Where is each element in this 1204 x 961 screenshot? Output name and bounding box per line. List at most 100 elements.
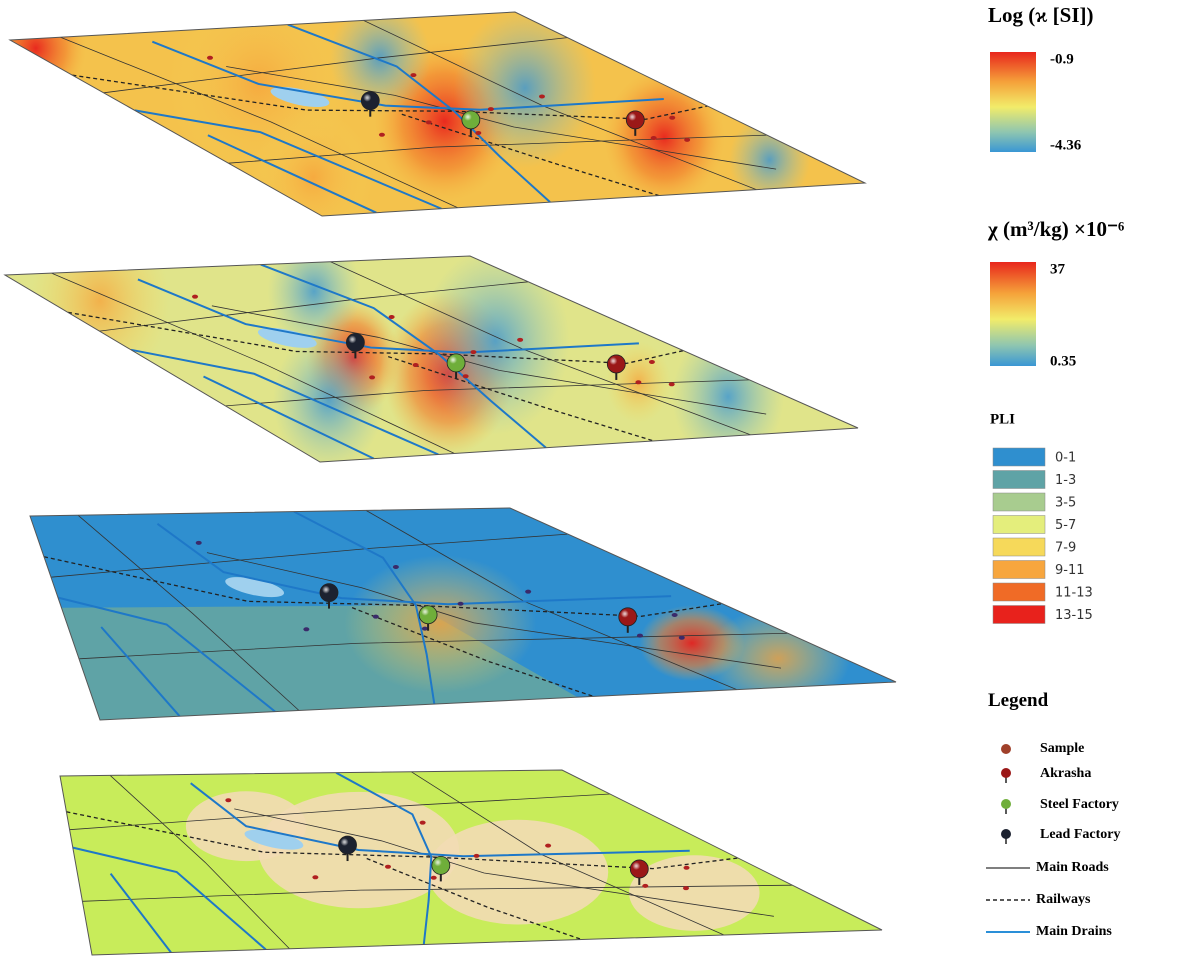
- map-zone: [706, 607, 850, 711]
- pli-class-label: 5-7: [1055, 518, 1076, 533]
- map-zone: [729, 114, 810, 206]
- pli-swatch: [993, 583, 1045, 601]
- pin-head: [630, 860, 648, 878]
- pin-head: [320, 584, 338, 602]
- sample-point: [669, 382, 675, 386]
- pin-shine: [341, 838, 349, 846]
- chi-max: 37: [1050, 261, 1066, 277]
- pin-head: [339, 836, 357, 854]
- pin-head: [447, 354, 465, 372]
- map-zone: [421, 247, 570, 435]
- sample-point: [684, 138, 690, 142]
- pli-class-label: 7-9: [1055, 541, 1076, 556]
- pin-shine: [628, 113, 636, 121]
- pin-symbol: [1001, 829, 1011, 839]
- chi-colorbar: [990, 262, 1036, 366]
- legend: Sample Akrasha Steel Factory Lead Factory Ma…: [986, 741, 1120, 939]
- sample-point: [672, 613, 678, 617]
- pli-class-label: 9-11: [1055, 563, 1085, 578]
- sample-point: [475, 131, 481, 135]
- sample-point: [207, 56, 213, 60]
- log-colorbar: [990, 52, 1036, 152]
- map-zone: [672, 326, 784, 467]
- pli-class-label: 1-3: [1055, 473, 1076, 488]
- pli-swatch: [993, 516, 1045, 534]
- sample-point: [385, 865, 391, 869]
- map-zone: [0, 0, 86, 106]
- sample-point: [525, 590, 531, 594]
- pli-title: PLI: [990, 411, 1015, 427]
- sample-point: [369, 375, 375, 379]
- sample-point: [642, 884, 648, 888]
- pli-class-label: 13-15: [1055, 608, 1093, 623]
- pin-shine: [464, 113, 472, 121]
- sample-point: [458, 602, 464, 606]
- sample-point: [637, 634, 643, 638]
- pin-shine: [632, 862, 640, 870]
- map-zone: [252, 109, 373, 247]
- legend-label: Lead Factory: [1040, 827, 1120, 842]
- log-max: -0.9: [1050, 51, 1074, 67]
- sample-point: [545, 844, 551, 848]
- pin-symbol: [1001, 768, 1011, 778]
- map-layer: [5, 213, 858, 470]
- map-zone: [30, 213, 170, 389]
- sample-symbol: [1001, 744, 1011, 754]
- legend-title: Legend: [988, 690, 1049, 711]
- sample-point: [196, 541, 202, 545]
- legend-label: Railways: [1036, 892, 1091, 907]
- sample-point: [474, 854, 480, 858]
- sample-point: [651, 136, 657, 140]
- sample-point: [539, 95, 545, 99]
- sample-point: [683, 886, 689, 890]
- sample-point: [373, 615, 379, 619]
- pli-swatch: [993, 561, 1045, 579]
- legend-label: Steel Factory: [1040, 797, 1119, 812]
- pin-head: [607, 355, 625, 373]
- map-content: [60, 770, 882, 955]
- sample-point: [192, 295, 198, 299]
- pli-swatch: [993, 493, 1045, 511]
- log-scale-title: Log (ϰ [SI]): [988, 3, 1094, 27]
- sample-point: [225, 798, 231, 802]
- pin-shine: [449, 356, 457, 364]
- sample-point: [389, 315, 395, 319]
- legend-label: Main Roads: [1036, 860, 1109, 875]
- sample-point: [463, 374, 469, 378]
- pin-head: [419, 606, 437, 624]
- legend-label: Akrasha: [1040, 766, 1091, 781]
- pin-head: [619, 608, 637, 626]
- sample-point: [669, 116, 675, 120]
- pli-legend: 0-1 1-3 3-5 5-7 7-9 9-11 11-13 13-15: [993, 448, 1093, 624]
- sample-point: [379, 133, 385, 137]
- pli-swatch: [993, 606, 1045, 624]
- map-layer: [60, 770, 882, 955]
- legend-label: Sample: [1040, 741, 1084, 756]
- pin-shine: [609, 357, 617, 365]
- sample-point: [420, 821, 426, 825]
- map-layers: [0, 0, 896, 955]
- sample-point: [679, 636, 685, 640]
- map-zone: [344, 555, 536, 693]
- pli-class-label: 3-5: [1055, 496, 1076, 511]
- pli-class-label: 0-1: [1055, 451, 1076, 466]
- sample-point: [393, 565, 399, 569]
- map-layer: [0, 0, 865, 246]
- log-min: -4.36: [1050, 137, 1082, 153]
- pli-class-label: 11-13: [1055, 586, 1093, 601]
- pin-head: [346, 333, 364, 351]
- sample-point: [312, 875, 318, 879]
- sample-point: [649, 360, 655, 364]
- pin-shine: [421, 608, 429, 616]
- pin-head: [361, 92, 379, 110]
- chi-scale-title: χ (m³/kg) ×10⁻⁶: [987, 217, 1124, 241]
- sample-point: [410, 73, 416, 77]
- sample-point: [413, 363, 419, 367]
- pli-swatch: [993, 538, 1045, 556]
- sample-point: [431, 876, 437, 880]
- pli-swatch: [993, 471, 1045, 489]
- sample-point: [517, 338, 523, 342]
- sample-point: [635, 380, 641, 384]
- pin-symbol: [1001, 799, 1011, 809]
- pin-shine: [322, 586, 330, 594]
